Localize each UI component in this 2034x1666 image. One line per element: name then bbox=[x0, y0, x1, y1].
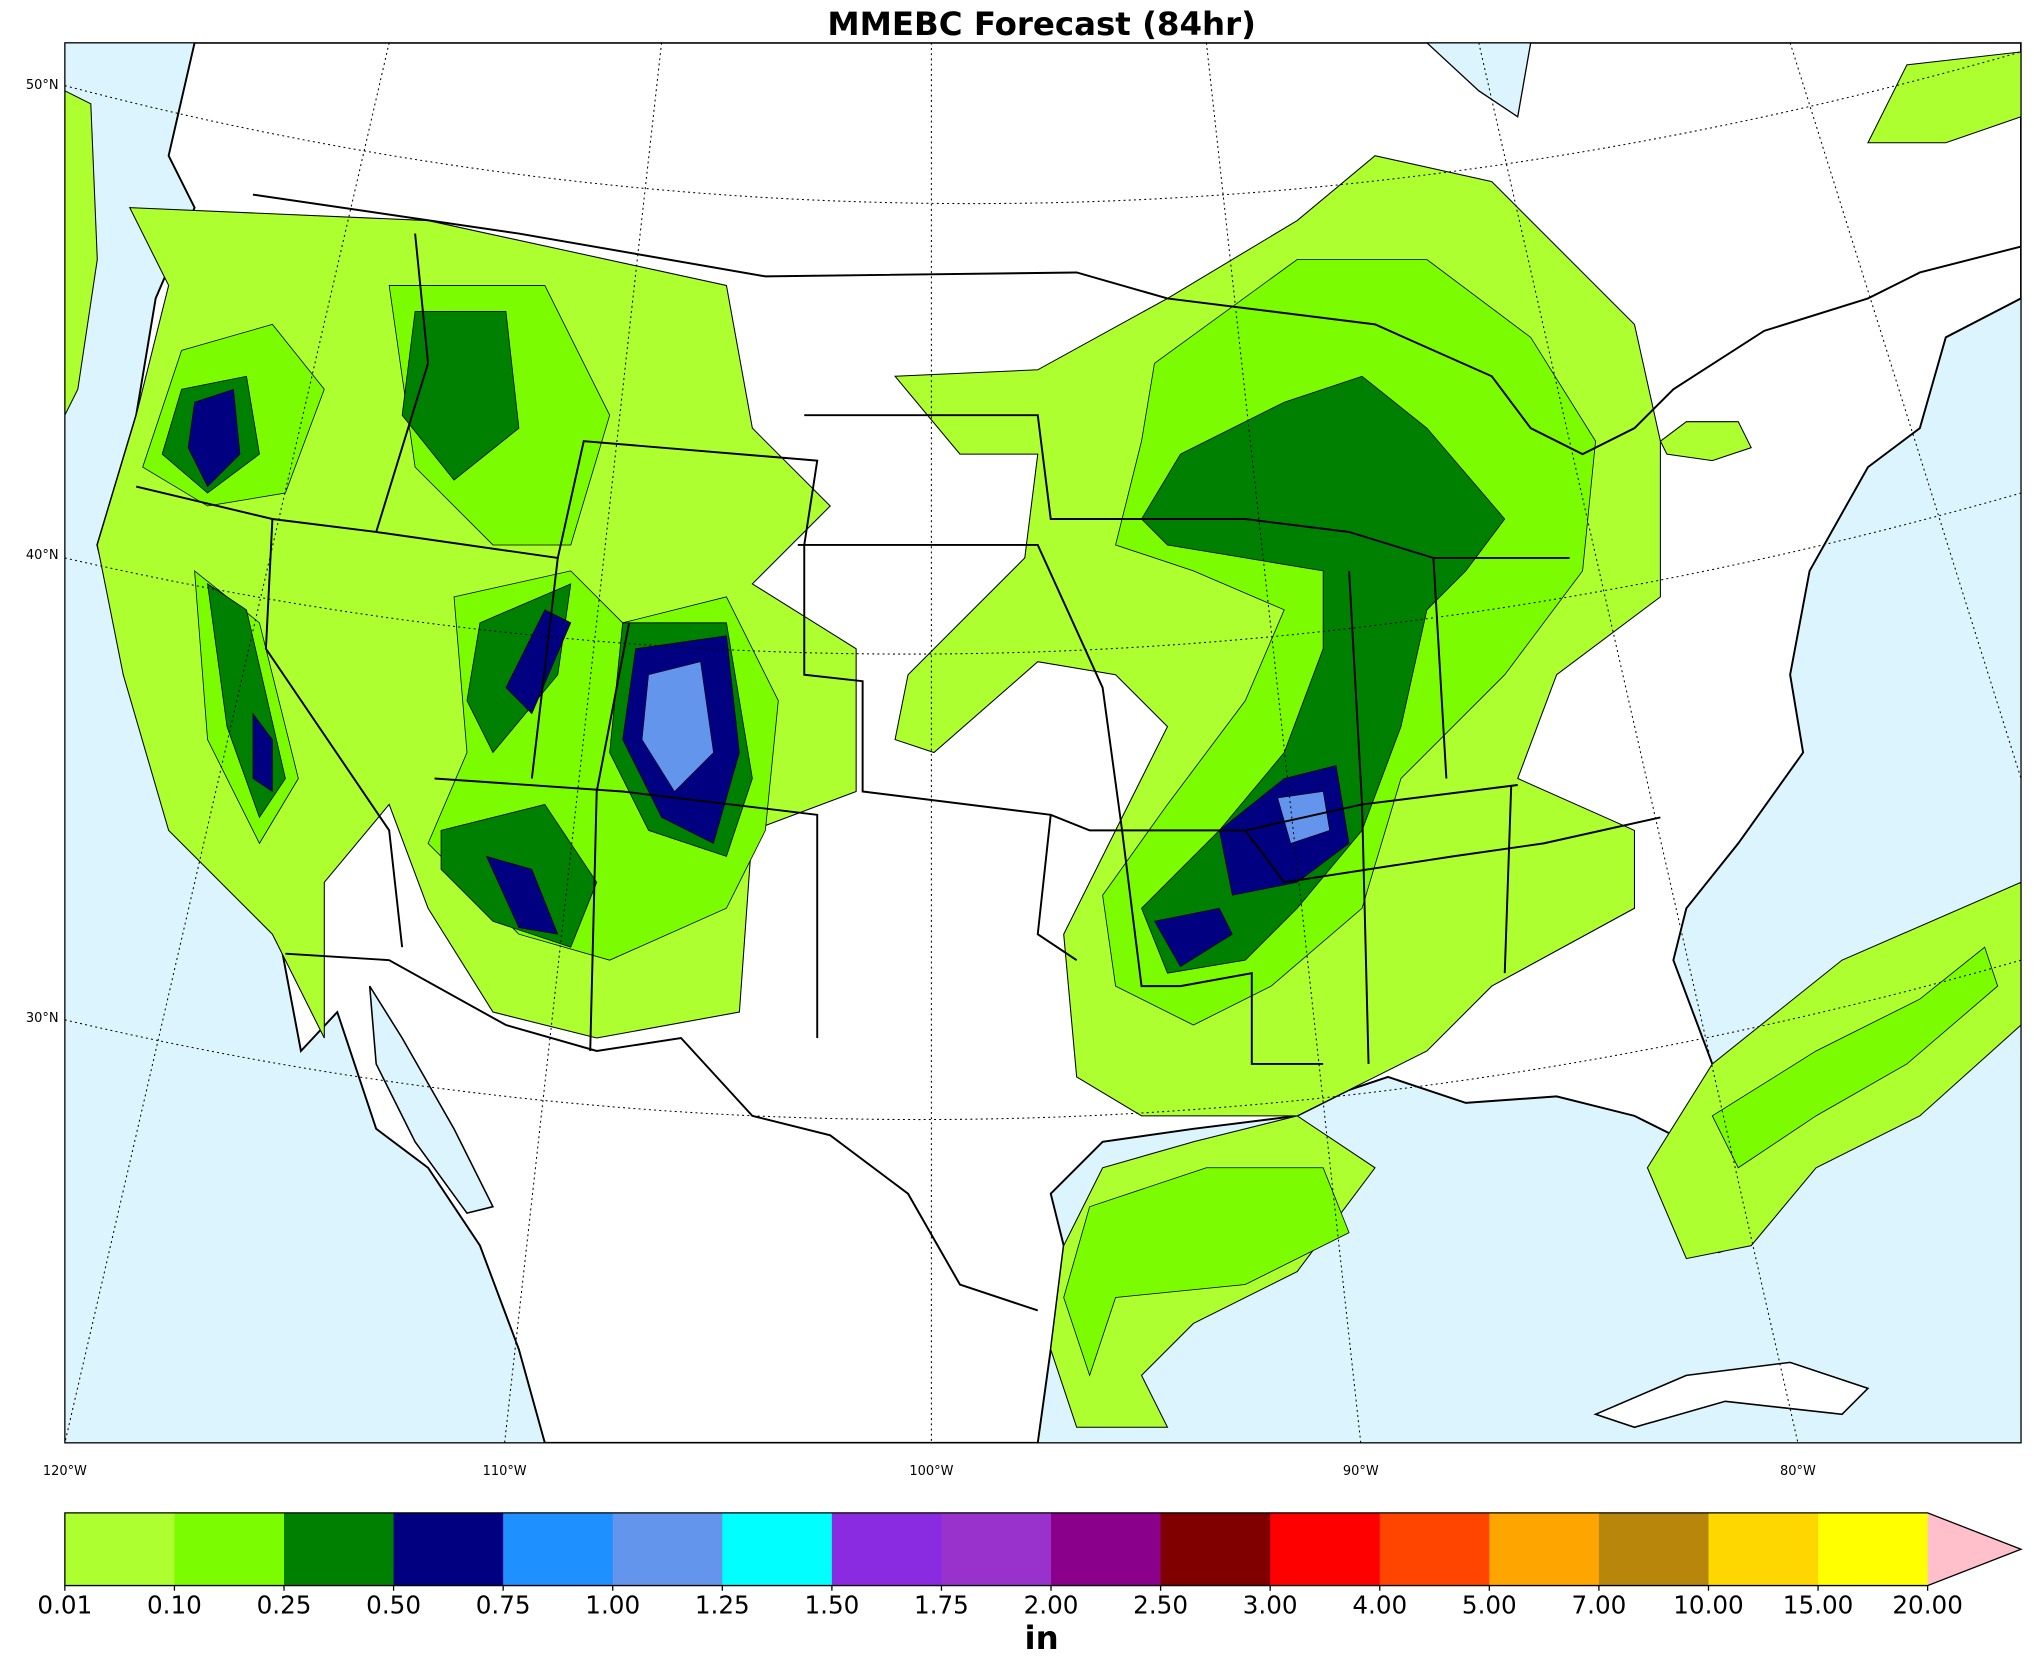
title: MMEBC Forecast (84hr) bbox=[827, 5, 1256, 43]
colorbar-swatch bbox=[1708, 1512, 1819, 1586]
colorbar-tick-label: 2.50 bbox=[1133, 1590, 1188, 1619]
colorbar-tick-label: 0.50 bbox=[366, 1590, 421, 1619]
colorbar-tick-label: 0.25 bbox=[257, 1590, 312, 1619]
colorbar-swatch bbox=[831, 1512, 943, 1586]
colorbar-swatch bbox=[941, 1512, 1052, 1586]
lat-label: 30°N bbox=[26, 1011, 59, 1026]
lon-label: 110°W bbox=[483, 1464, 527, 1479]
colorbar-swatch bbox=[612, 1512, 723, 1586]
colorbar-tick-label: 2.00 bbox=[1024, 1590, 1079, 1619]
map bbox=[64, 42, 2022, 1443]
colorbar: 0.01 0.10 0.25 0.50 0.75 1.00 1.25 1.50 1.75 2.00… bbox=[37, 1512, 2023, 1619]
gulf-of-california bbox=[368, 985, 495, 1215]
graticule-labels: 50°N 40°N 30°N 120°W 110°W 100°W 90°W 80… bbox=[26, 78, 1816, 1479]
colorbar-tick-label: 0.10 bbox=[147, 1590, 202, 1619]
colorbar-swatch bbox=[1270, 1512, 1381, 1586]
colorbar-swatch bbox=[393, 1512, 504, 1586]
colorbar-swatch bbox=[1160, 1512, 1271, 1586]
colorbar-tick-label: 1.25 bbox=[695, 1590, 750, 1619]
colorbar-tick-label: 0.75 bbox=[476, 1590, 531, 1619]
precip-extreme bbox=[641, 661, 1330, 844]
colorbar-swatch bbox=[64, 1512, 176, 1586]
boundaries bbox=[135, 193, 2022, 1312]
colorbar-swatch bbox=[1489, 1512, 1600, 1586]
colorbar-tick-label: 3.00 bbox=[1243, 1590, 1298, 1619]
lon-label: 120°W bbox=[43, 1464, 87, 1479]
colorbar-tick-label: 1.50 bbox=[804, 1590, 859, 1619]
colorbar-tick-label: 10.00 bbox=[1673, 1590, 1743, 1619]
hudson-bay-area bbox=[1425, 42, 1532, 118]
lat-label: 40°N bbox=[26, 548, 59, 563]
colorbar-tick-label: 20.00 bbox=[1892, 1590, 1962, 1619]
colorbar-tick-label: 1.75 bbox=[914, 1590, 969, 1619]
colorbar-extension bbox=[1927, 1512, 2022, 1586]
lon-label: 100°W bbox=[909, 1464, 953, 1479]
graticule bbox=[64, 42, 2022, 1443]
lat-label: 50°N bbox=[26, 78, 59, 93]
colorbar-swatch bbox=[1379, 1512, 1490, 1586]
lon-label: 80°W bbox=[1780, 1464, 1816, 1479]
colorbar-swatch bbox=[1598, 1512, 1710, 1586]
map-frame bbox=[64, 42, 2022, 1444]
colorbar-swatch bbox=[503, 1512, 614, 1586]
colorbar-tick-label: 0.01 bbox=[37, 1590, 92, 1619]
lon-label: 90°W bbox=[1343, 1464, 1379, 1479]
colorbar-tick-label: 15.00 bbox=[1783, 1590, 1853, 1619]
colorbar-swatch bbox=[1818, 1512, 1929, 1586]
colorbar-swatch bbox=[174, 1512, 285, 1586]
cuba bbox=[1593, 1361, 1870, 1429]
colorbar-tick-label: 5.00 bbox=[1462, 1590, 1517, 1619]
colorbar-swatch bbox=[1051, 1512, 1162, 1586]
colorbar-outline bbox=[64, 1512, 2023, 1587]
colorbar-tick-label: 7.00 bbox=[1571, 1590, 1626, 1619]
colorbar-tick-label: 1.00 bbox=[585, 1590, 640, 1619]
colorbar-swatch bbox=[722, 1512, 833, 1586]
colorbar-swatch bbox=[284, 1512, 395, 1586]
colorbar-tick-label: 4.00 bbox=[1352, 1590, 1407, 1619]
colorbar-unit: in bbox=[1025, 1619, 1059, 1657]
